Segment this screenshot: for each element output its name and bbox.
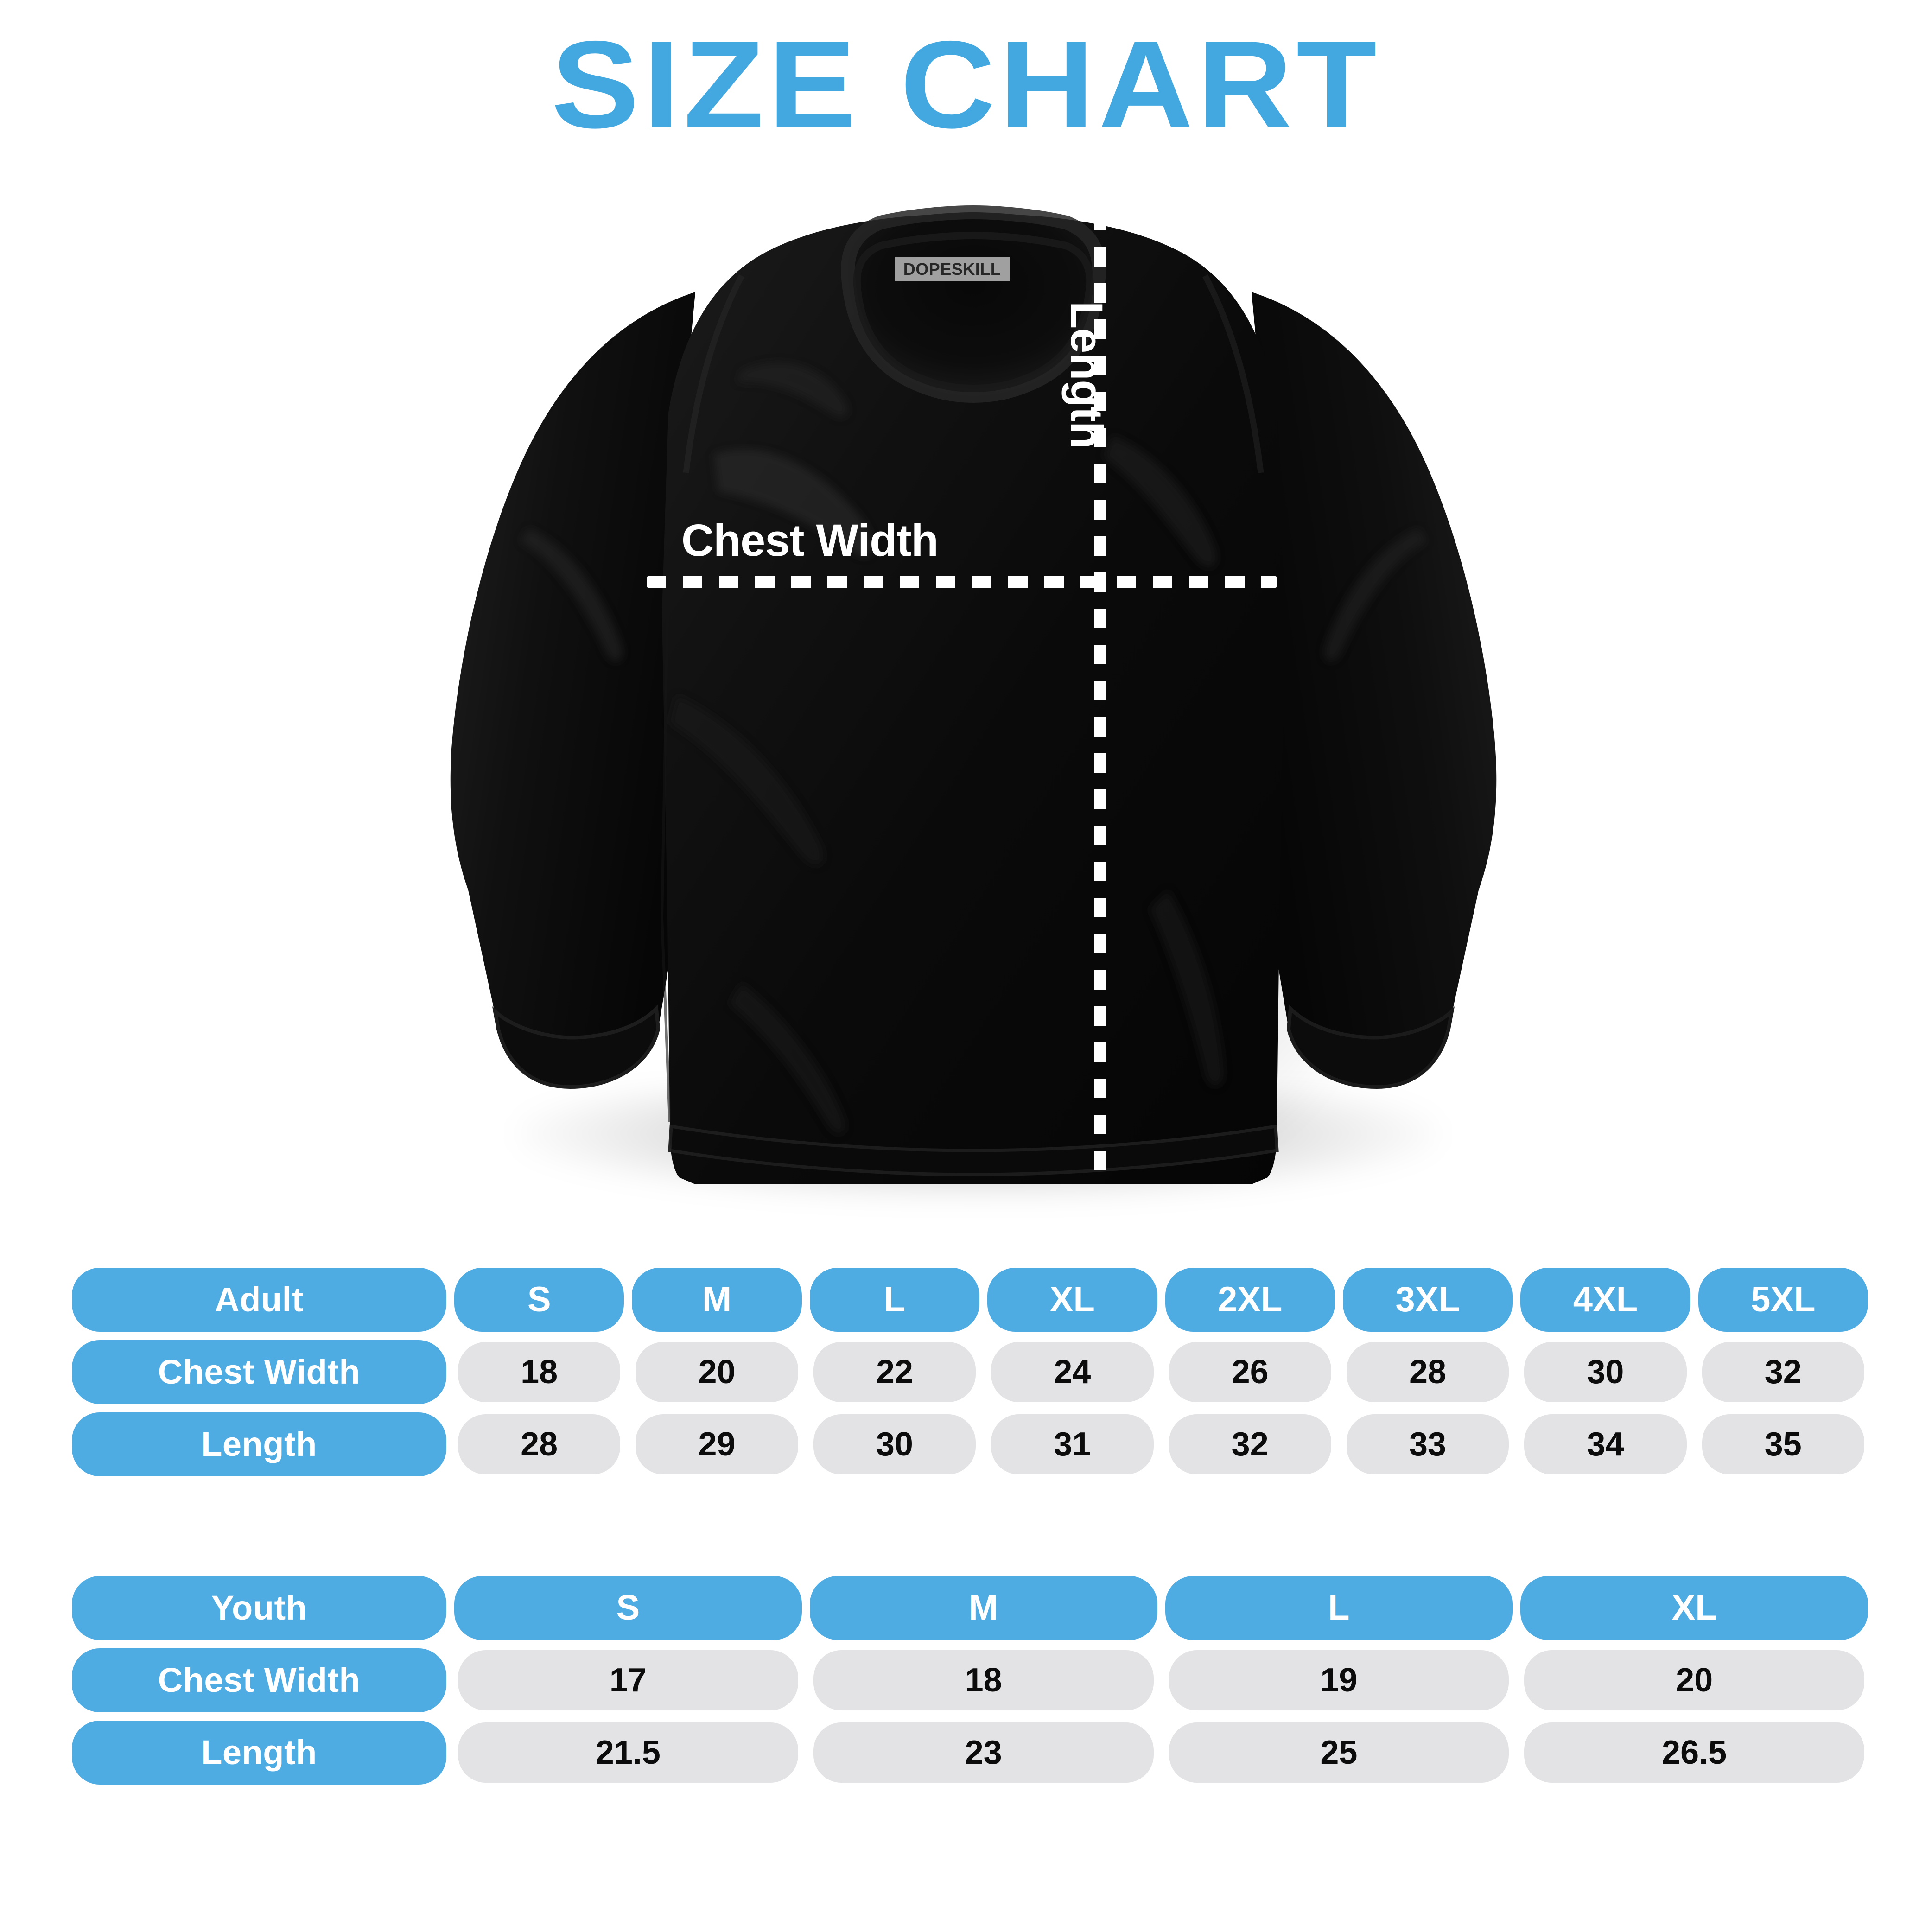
youth-size-s[interactable]: S [454,1576,802,1640]
adult-chest-width-2xl: 26 [1169,1342,1331,1402]
adult-length-label: Length [72,1412,446,1476]
adult-length-row: Length 28 29 30 31 32 33 34 35 [72,1412,1868,1476]
page-title: SIZE CHART [551,15,1381,154]
youth-chest-width-xl: 20 [1524,1650,1864,1710]
adult-chest-width-5xl: 32 [1702,1342,1864,1402]
adult-size-2xl[interactable]: 2XL [1165,1268,1335,1332]
youth-size-table: Youth S M L XL Chest Width 17 18 19 20 L… [72,1576,1868,1785]
adult-length-l: 30 [813,1414,976,1474]
adult-chest-width-4xl: 30 [1524,1342,1687,1402]
adult-header-row: Adult S M L XL 2XL 3XL 4XL 5XL [72,1268,1868,1332]
youth-chest-width-s: 17 [458,1650,798,1710]
adult-length-xl: 31 [991,1414,1154,1474]
adult-chest-width-3xl: 28 [1346,1342,1509,1402]
youth-chest-width-label: Chest Width [72,1648,446,1712]
adult-chest-width-s: 18 [458,1342,621,1402]
long-sleeve-shirt-graphic [450,205,1497,1184]
chest-width-annotation-label: Chest Width [681,515,939,566]
youth-table-title: Youth [72,1576,446,1640]
youth-length-row: Length 21.5 23 25 26.5 [72,1721,1868,1785]
adult-size-xl[interactable]: XL [987,1268,1157,1332]
garment-illustration: DOPESKILL [417,195,1530,1228]
youth-length-xl: 26.5 [1524,1722,1864,1783]
adult-chest-width-row: Chest Width 18 20 22 24 26 28 30 32 [72,1340,1868,1404]
adult-size-4xl[interactable]: 4XL [1520,1268,1690,1332]
youth-chest-width-row: Chest Width 17 18 19 20 [72,1648,1868,1712]
youth-size-xl[interactable]: XL [1520,1576,1868,1640]
youth-length-l: 25 [1169,1722,1509,1783]
length-annotation-label: Length [1061,301,1112,449]
length-dashed-line [1094,211,1106,1173]
youth-header-row: Youth S M L XL [72,1576,1868,1640]
youth-length-label: Length [72,1721,446,1785]
brand-neck-tag: DOPESKILL [895,257,1010,281]
adult-chest-width-m: 20 [636,1342,798,1402]
adult-size-5xl[interactable]: 5XL [1698,1268,1868,1332]
adult-size-l[interactable]: L [809,1268,980,1332]
adult-length-m: 29 [636,1414,798,1474]
adult-chest-width-label: Chest Width [72,1340,446,1404]
adult-chest-width-xl: 24 [991,1342,1154,1402]
adult-size-s[interactable]: S [454,1268,624,1332]
chest-width-dashed-line [647,576,1277,588]
adult-length-4xl: 34 [1524,1414,1687,1474]
adult-chest-width-l: 22 [813,1342,976,1402]
youth-chest-width-m: 18 [813,1650,1154,1710]
adult-size-m[interactable]: M [632,1268,802,1332]
adult-length-3xl: 33 [1346,1414,1509,1474]
adult-length-5xl: 35 [1702,1414,1864,1474]
adult-size-3xl[interactable]: 3XL [1342,1268,1513,1332]
youth-size-m[interactable]: M [809,1576,1157,1640]
adult-size-table: Adult S M L XL 2XL 3XL 4XL 5XL Chest Wid… [72,1268,1868,1476]
adult-length-s: 28 [458,1414,621,1474]
youth-chest-width-l: 19 [1169,1650,1509,1710]
youth-length-s: 21.5 [458,1722,798,1783]
youth-length-m: 23 [813,1722,1154,1783]
adult-table-title: Adult [72,1268,446,1332]
adult-length-2xl: 32 [1169,1414,1331,1474]
youth-size-l[interactable]: L [1165,1576,1513,1640]
